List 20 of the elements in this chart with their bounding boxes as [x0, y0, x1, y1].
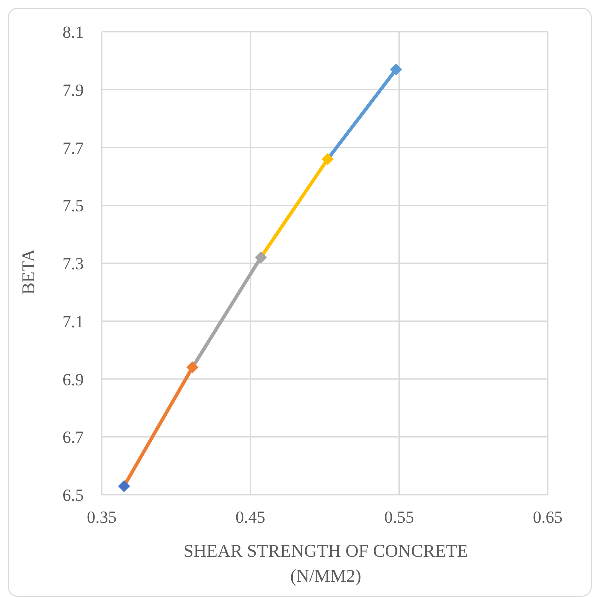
point — [186, 362, 199, 374]
y-axis-title: BETA — [18, 249, 40, 295]
point — [118, 480, 130, 492]
y-tick-label: 6.9 — [62, 370, 84, 390]
point — [255, 252, 268, 264]
y-tick-label: 7.7 — [62, 138, 84, 158]
x-tick-label: 0.65 — [533, 508, 563, 528]
x-tick-label: 0.55 — [384, 508, 414, 528]
y-tick-label: 6.5 — [62, 486, 84, 506]
y-tick-label: 8.1 — [62, 23, 84, 42]
x-axis-title: SHEAR STRENGTH OF CONCRETE (N/MM2) — [182, 540, 470, 588]
y-tick-label: 6.7 — [62, 428, 84, 448]
x-tick-label: 0.35 — [87, 508, 117, 528]
point — [390, 64, 402, 76]
y-tick-label: 7.9 — [62, 80, 84, 100]
y-tick-label: 7.1 — [62, 312, 84, 332]
y-tick-label: 7.3 — [62, 254, 84, 274]
y-tick-label: 7.5 — [62, 196, 84, 216]
x-tick-label: 0.45 — [236, 508, 266, 528]
point — [322, 153, 334, 166]
